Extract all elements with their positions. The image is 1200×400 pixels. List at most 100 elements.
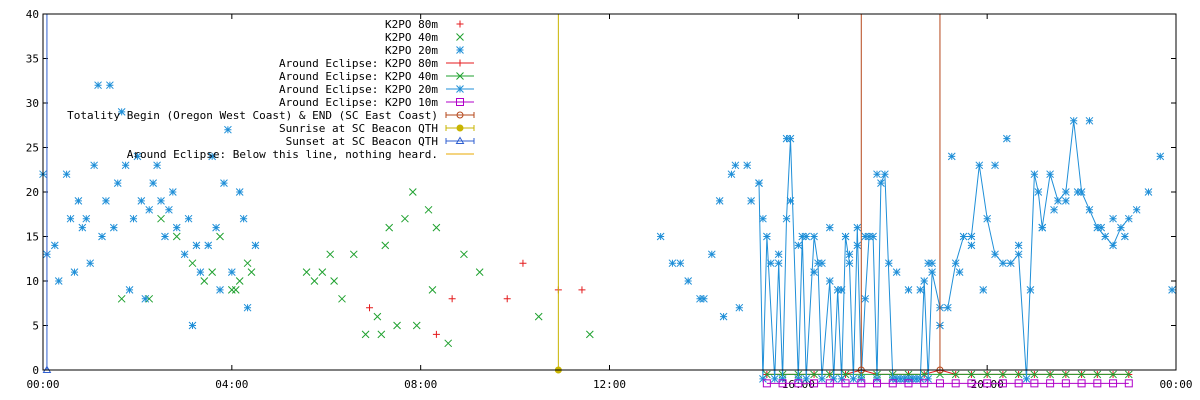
data-point (349, 250, 358, 259)
data-point (920, 379, 929, 388)
legend-label: Around Eclipse: K2PO 10m (279, 96, 438, 109)
series-1 (117, 188, 594, 348)
y-tick-label: 25 (26, 142, 39, 155)
data-point (172, 223, 181, 232)
data-point (979, 286, 988, 294)
data-point (1030, 170, 1039, 179)
data-point (578, 286, 586, 294)
data-point (1002, 134, 1011, 143)
data-point (168, 188, 177, 196)
data-point (943, 303, 952, 312)
y-tick-label: 5 (32, 320, 39, 333)
legend-marker (456, 124, 464, 132)
data-point (735, 303, 744, 312)
data-point (444, 339, 453, 348)
legend-marker (456, 20, 464, 28)
legend-marker (456, 72, 464, 80)
data-point (810, 370, 818, 379)
data-point (1014, 370, 1023, 379)
data-point (184, 214, 193, 223)
data-point (1046, 370, 1054, 379)
data-point (227, 268, 236, 276)
data-point (900, 375, 909, 383)
y-tick-label: 0 (32, 364, 39, 377)
data-point (188, 259, 197, 268)
data-point (310, 277, 319, 285)
data-point (951, 379, 960, 388)
data-point (873, 170, 881, 179)
data-point (1061, 197, 1070, 205)
data-point (475, 268, 484, 276)
data-point (833, 286, 842, 294)
legend-label: Around Eclipse: K2PO 40m (279, 70, 438, 83)
data-point (113, 179, 122, 187)
data-point (326, 250, 335, 259)
data-point (700, 294, 708, 303)
data-point (1050, 205, 1058, 214)
data-point (1061, 188, 1070, 196)
data-point (1034, 188, 1043, 196)
data-point (731, 161, 740, 170)
data-point (1038, 223, 1047, 232)
data-point (1077, 370, 1086, 379)
data-point (1026, 286, 1035, 294)
data-point (818, 259, 826, 268)
data-point (888, 375, 897, 383)
data-point (1085, 116, 1094, 125)
x-tick-label: 08:00 (404, 378, 437, 391)
data-point (810, 268, 818, 276)
data-point (243, 303, 252, 312)
data-point (762, 379, 771, 388)
data-point (865, 232, 873, 241)
data-point (109, 223, 118, 232)
data-point (1124, 379, 1133, 388)
data-point (239, 214, 248, 223)
data-point (991, 250, 999, 259)
data-point (212, 223, 220, 232)
data-point (50, 241, 59, 250)
data-point (967, 370, 976, 379)
data-point (935, 379, 944, 388)
data-point (1014, 241, 1023, 250)
data-point (967, 379, 976, 388)
data-point (1093, 379, 1102, 388)
data-point (951, 259, 960, 268)
data-point (818, 375, 826, 383)
data-point (1101, 232, 1110, 241)
y-tick-label: 15 (26, 231, 39, 244)
data-point (857, 375, 866, 383)
data-point (1054, 197, 1062, 205)
data-point (849, 375, 858, 383)
data-point (999, 370, 1007, 379)
data-point (861, 232, 870, 241)
data-point (54, 277, 63, 285)
data-point (845, 259, 854, 268)
y-tick-label: 35 (26, 53, 39, 66)
data-point (117, 294, 126, 303)
data-point (869, 232, 877, 241)
data-point (841, 379, 850, 388)
data-point (1014, 379, 1023, 388)
data-point (1069, 116, 1078, 125)
data-point (881, 170, 889, 179)
data-point (916, 375, 925, 383)
legend-marker (456, 111, 464, 119)
data-point (877, 179, 885, 187)
data-point (157, 214, 165, 223)
data-point (747, 197, 755, 205)
data-point (983, 379, 992, 388)
legend-label: Around Eclipse: K2PO 20m (279, 83, 438, 96)
data-point (829, 375, 838, 383)
data-point (857, 379, 866, 388)
data-point (825, 379, 834, 388)
data-point (991, 161, 999, 170)
data-point (798, 232, 807, 241)
data-point (74, 197, 83, 205)
data-point (1109, 370, 1117, 379)
data-point (1077, 188, 1086, 196)
data-point (208, 268, 217, 276)
data-point (967, 232, 976, 241)
data-point (70, 268, 79, 276)
